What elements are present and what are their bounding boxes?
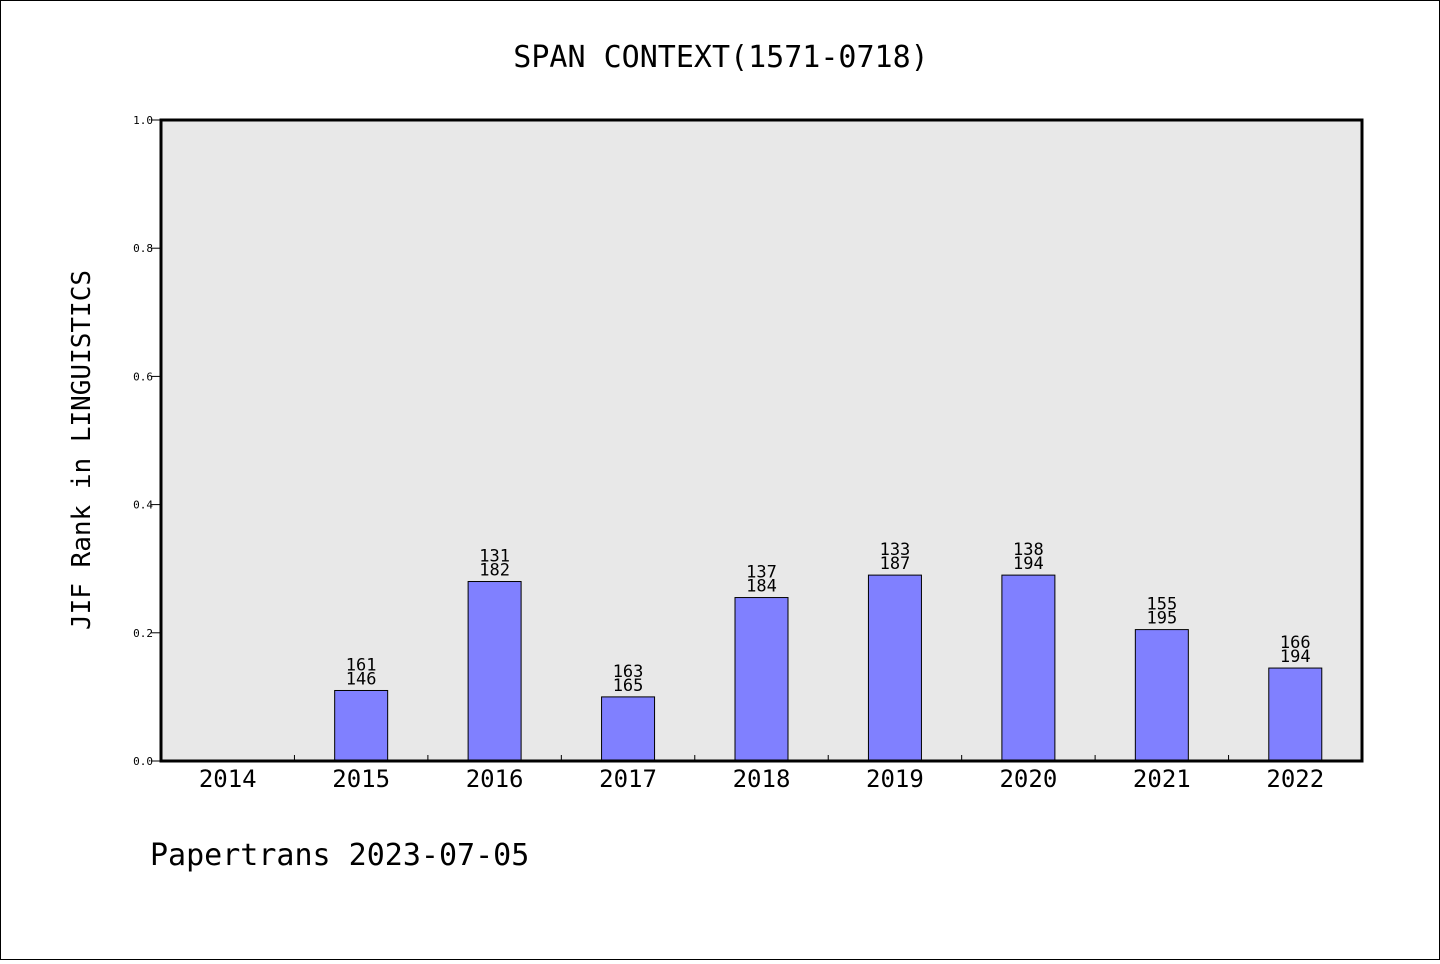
bar [1134,629,1189,762]
x-tick-label: 2015 [332,765,390,793]
data-label-lower: 146 [346,669,377,689]
x-tick-label: 2021 [1133,765,1191,793]
data-label-lower: 165 [613,676,644,696]
y-tick-label: 0.4 [133,499,153,512]
y-tick-label: 0.0 [133,755,153,768]
x-tick-label: 2020 [999,765,1057,793]
y-axis-label: JIF Rank in LINGUISTICS [67,270,97,630]
bars-layer [334,574,1323,762]
y-tick-label: 0.2 [133,627,153,640]
data-label-upper: 155 [1146,595,1177,615]
data-label-lower: 182 [479,561,510,581]
data-label-upper: 163 [613,662,644,682]
bar [334,689,389,762]
bar [867,574,922,762]
data-label-lower: 184 [746,577,777,597]
bar [1268,667,1323,762]
chart-title: SPAN CONTEXT(1571-0718) [513,40,928,75]
axis-ticks-layer: 0.0 0.2 0.4 0.6 0.8 1.0 2014 2015 2016 2017 2018 20… [133,114,1324,793]
x-tick-label: 2016 [466,765,524,793]
data-label-lower: 195 [1146,609,1177,629]
bar [467,581,522,762]
plot-border [159,118,1364,763]
bar [601,696,656,762]
x-tick-label: 2019 [866,765,924,793]
data-label-upper: 131 [479,547,510,567]
bar [1001,574,1056,762]
data-label-lower: 194 [1013,554,1044,574]
data-label-upper: 133 [880,540,911,560]
bar [734,597,789,762]
data-label-lower: 194 [1280,647,1311,667]
data-label-upper: 138 [1013,540,1044,560]
data-label-lower: 187 [880,554,911,574]
y-tick-label: 1.0 [133,114,153,127]
footer-text: Papertrans 2023-07-05 [150,838,529,873]
y-tick-label: 0.8 [133,242,153,255]
x-tick-label: 2022 [1266,765,1324,793]
x-tick-label: 2017 [599,765,657,793]
data-labels-layer: 1611461311821631651371841331871381941551… [346,540,1311,696]
data-label-upper: 166 [1280,633,1311,653]
x-tick-label: 2018 [733,765,791,793]
y-tick-label: 0.6 [133,370,153,383]
data-label-upper: 137 [746,563,777,583]
data-label-upper: 161 [346,655,377,675]
x-tick-label: 2014 [199,765,257,793]
